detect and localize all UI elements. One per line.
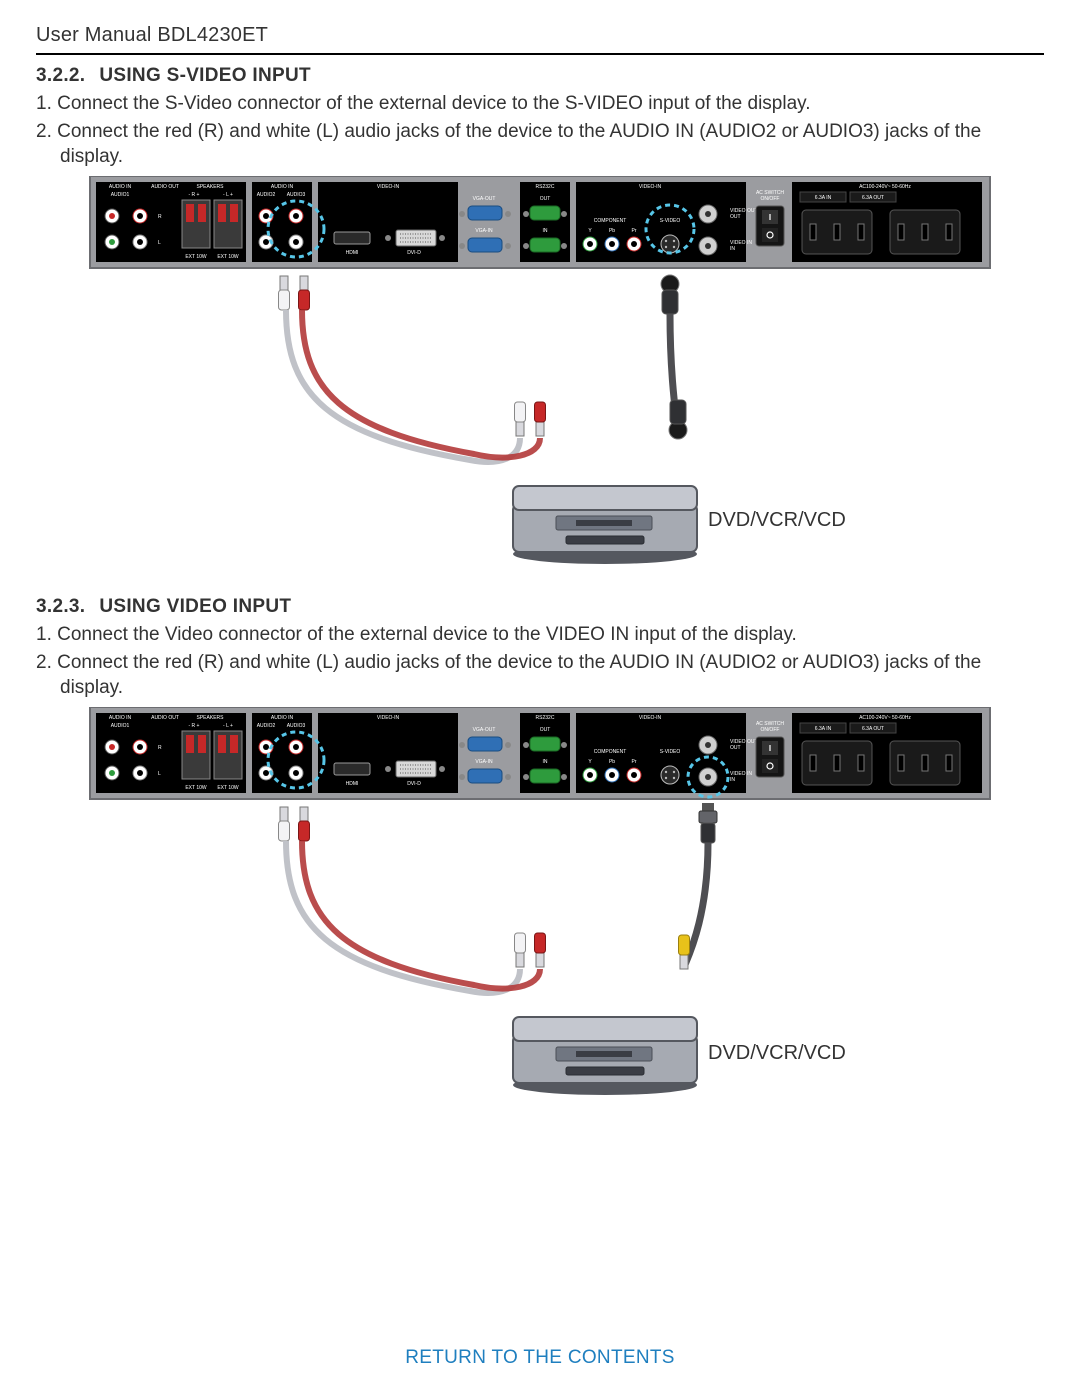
step-item: 2. Connect the red (R) and white (L) aud… — [36, 650, 1044, 701]
return-to-contents-link[interactable]: RETURN TO THE CONTENTS — [405, 1347, 674, 1368]
rca-red-bot-icon — [535, 402, 546, 436]
rca-white-bot-icon — [515, 402, 526, 436]
audio-cable-red — [302, 310, 540, 457]
rca-red-bot-icon — [535, 933, 546, 967]
step-item: 1. Connect the S-Video connector of the … — [36, 91, 1044, 117]
svideo-plug-top-icon — [661, 275, 679, 314]
rear-panel-icon — [90, 176, 990, 268]
device-label: DVD/VCR/VCD — [708, 509, 846, 531]
svideo-diagram: AUDIO IN AUDIO OUT AUDIO1 R L SPEAKERS -… — [36, 176, 1044, 586]
section-heading-svideo: 3.2.2. USING S-VIDEO INPUT — [36, 65, 1044, 87]
return-link-wrap: RETURN TO THE CONTENTS — [0, 1347, 1080, 1369]
rca-white-top-icon — [279, 276, 290, 310]
step-item: 1. Connect the Video connector of the ex… — [36, 622, 1044, 648]
section-title: USING S-VIDEO INPUT — [99, 65, 311, 86]
section-number: 3.2.2. — [36, 65, 85, 86]
audio-cable-red — [302, 841, 540, 988]
header-rule — [36, 53, 1044, 55]
rear-panel-icon — [90, 707, 990, 799]
rca-white-bot-icon — [515, 933, 526, 967]
svideo-plug-bot-icon — [669, 400, 687, 439]
dvd-player-icon — [513, 1017, 697, 1095]
svideo-steps: 1. Connect the S-Video connector of the … — [36, 91, 1044, 170]
video-diagram: DVD/VCR/VCD — [36, 707, 1044, 1117]
rca-red-top-icon — [299, 807, 310, 841]
video-steps: 1. Connect the Video connector of the ex… — [36, 622, 1044, 701]
section-number: 3.2.3. — [36, 596, 85, 617]
section-heading-video: 3.2.3. USING VIDEO INPUT — [36, 596, 1044, 618]
page-title: User Manual BDL4230ET — [36, 24, 1044, 47]
step-item: 2. Connect the red (R) and white (L) aud… — [36, 119, 1044, 170]
rca-yellow-bot-icon — [679, 935, 690, 969]
device-label: DVD/VCR/VCD — [708, 1042, 846, 1064]
section-title: USING VIDEO INPUT — [99, 596, 291, 617]
dvd-player-icon — [513, 486, 697, 564]
rca-red-top-icon — [299, 276, 310, 310]
bnc-plug-top-icon — [699, 803, 717, 843]
rca-white-top-icon — [279, 807, 290, 841]
